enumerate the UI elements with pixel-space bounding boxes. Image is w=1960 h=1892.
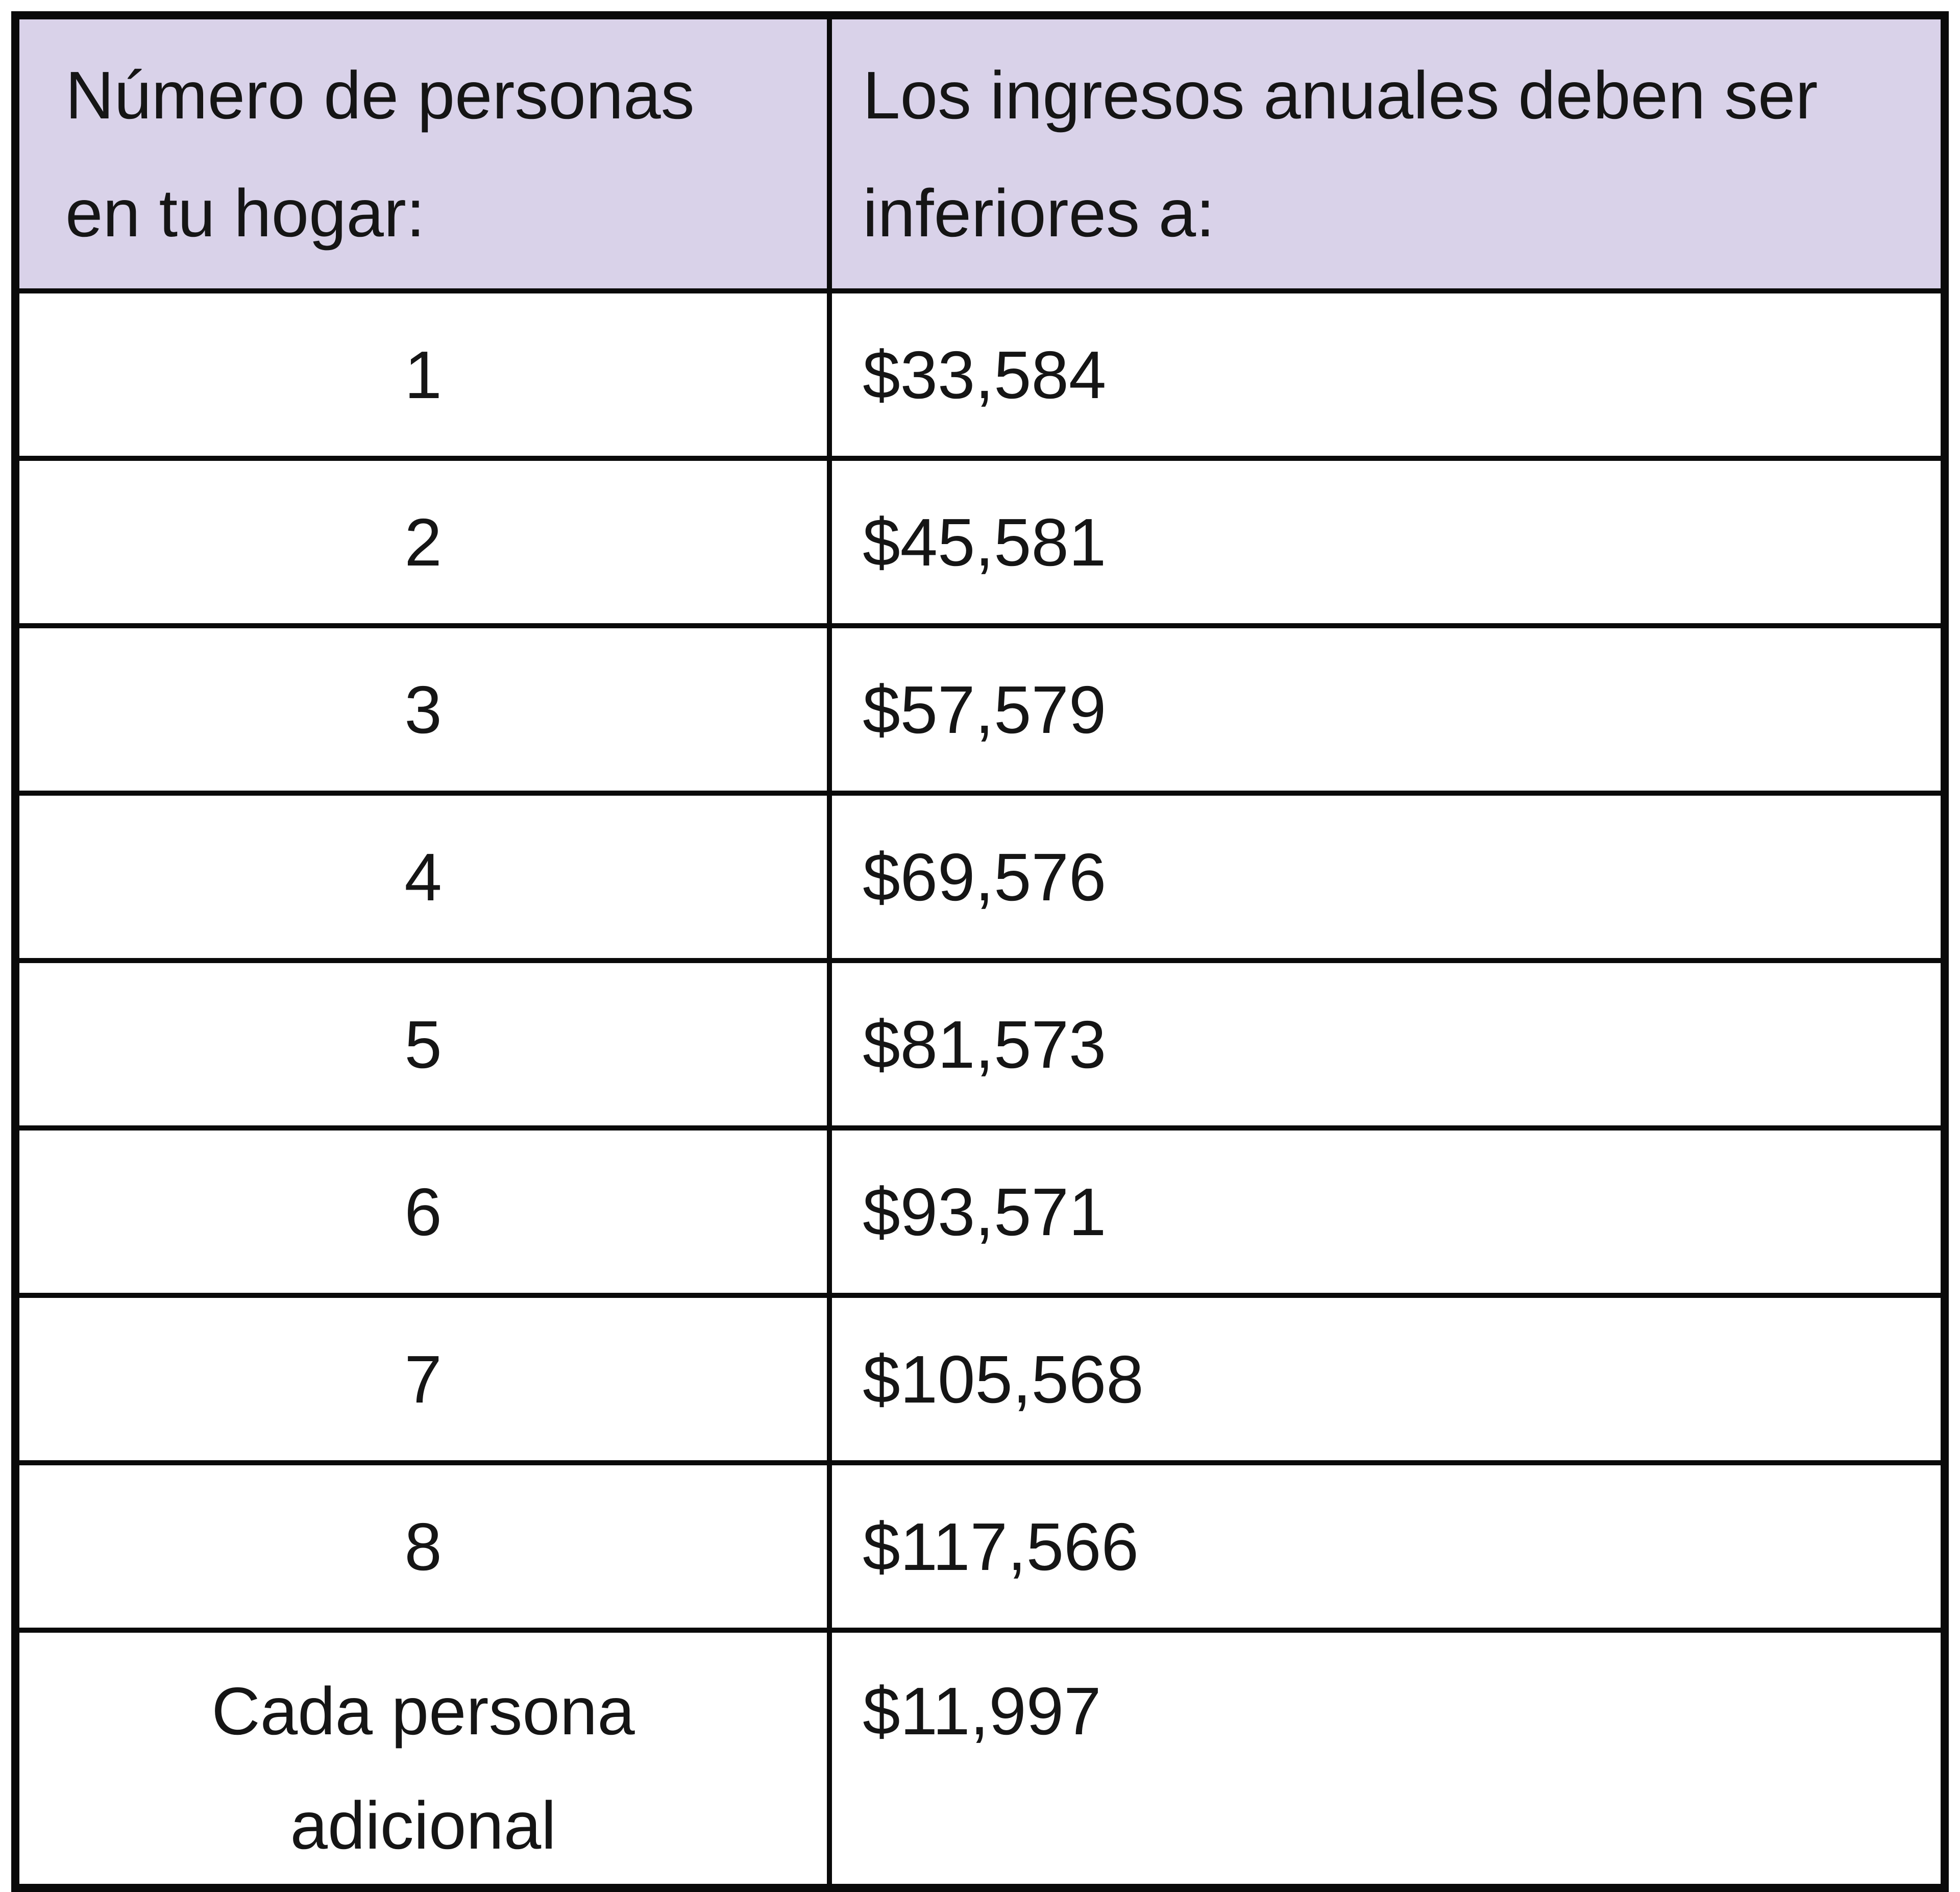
household-size-cell: 2 xyxy=(12,456,832,628)
income-limit-value: $57,579 xyxy=(863,672,1107,747)
income-limit-cell: $11,997 xyxy=(827,1628,1947,1890)
income-eligibility-table: Número de personas en tu hogar: Los ingr… xyxy=(11,11,1949,1892)
income-limit-value: $69,576 xyxy=(863,839,1107,915)
table-row: 4 $69,576 xyxy=(12,791,1947,963)
household-size-cell: 6 xyxy=(12,1125,832,1298)
header-household-size: Número de personas en tu hogar: xyxy=(12,13,832,293)
table-row: Cada persona adicional $11,997 xyxy=(12,1628,1947,1890)
household-size-cell: 7 xyxy=(12,1293,832,1465)
household-size-cell: 8 xyxy=(12,1460,832,1633)
household-size-cell: 5 xyxy=(12,958,832,1131)
table-row: 6 $93,571 xyxy=(12,1125,1947,1298)
income-limit-value: $81,573 xyxy=(863,1006,1107,1082)
household-size-value: 1 xyxy=(404,337,442,412)
header-income-limit: Los ingresos anuales deben ser inferiore… xyxy=(827,13,1947,293)
household-size-cell: 1 xyxy=(12,288,832,461)
income-limit-value: $33,584 xyxy=(863,337,1107,412)
income-limit-cell: $33,584 xyxy=(827,288,1947,461)
income-limit-cell: $69,576 xyxy=(827,791,1947,963)
household-size-cell: 3 xyxy=(12,623,832,796)
household-size-value: 3 xyxy=(404,672,442,747)
income-limit-value: $11,997 xyxy=(863,1674,1101,1749)
household-size-value: 5 xyxy=(404,1006,442,1082)
household-size-value: Cada persona adicional xyxy=(211,1674,635,1863)
income-limit-value: $45,581 xyxy=(863,504,1107,580)
income-limit-cell: $57,579 xyxy=(827,623,1947,796)
header-household-size-label: Número de personas en tu hogar: xyxy=(65,57,695,251)
income-eligibility-table-container: Número de personas en tu hogar: Los ingr… xyxy=(11,11,1949,1892)
header-income-limit-label: Los ingresos anuales deben ser inferiore… xyxy=(863,57,1818,251)
table-row: 2 $45,581 xyxy=(12,456,1947,628)
income-limit-value: $105,568 xyxy=(863,1341,1144,1417)
household-size-value: 2 xyxy=(404,504,442,580)
income-limit-value: $93,571 xyxy=(863,1174,1107,1249)
household-size-value: 6 xyxy=(404,1174,442,1249)
table-row: 5 $81,573 xyxy=(12,958,1947,1131)
household-size-value: 8 xyxy=(404,1509,442,1584)
income-limit-value: $117,566 xyxy=(863,1509,1139,1584)
household-size-cell: Cada persona adicional xyxy=(12,1628,832,1890)
income-limit-cell: $45,581 xyxy=(827,456,1947,628)
household-size-cell: 4 xyxy=(12,791,832,963)
table-row: 3 $57,579 xyxy=(12,623,1947,796)
table-row: 1 $33,584 xyxy=(12,288,1947,461)
income-limit-cell: $117,566 xyxy=(827,1460,1947,1633)
table-row: 7 $105,568 xyxy=(12,1293,1947,1465)
income-limit-cell: $93,571 xyxy=(827,1125,1947,1298)
table-header-row: Número de personas en tu hogar: Los ingr… xyxy=(12,13,1947,293)
household-size-value: 7 xyxy=(404,1341,442,1417)
income-limit-cell: $105,568 xyxy=(827,1293,1947,1465)
household-size-value: 4 xyxy=(404,839,442,915)
table-row: 8 $117,566 xyxy=(12,1460,1947,1633)
income-limit-cell: $81,573 xyxy=(827,958,1947,1131)
